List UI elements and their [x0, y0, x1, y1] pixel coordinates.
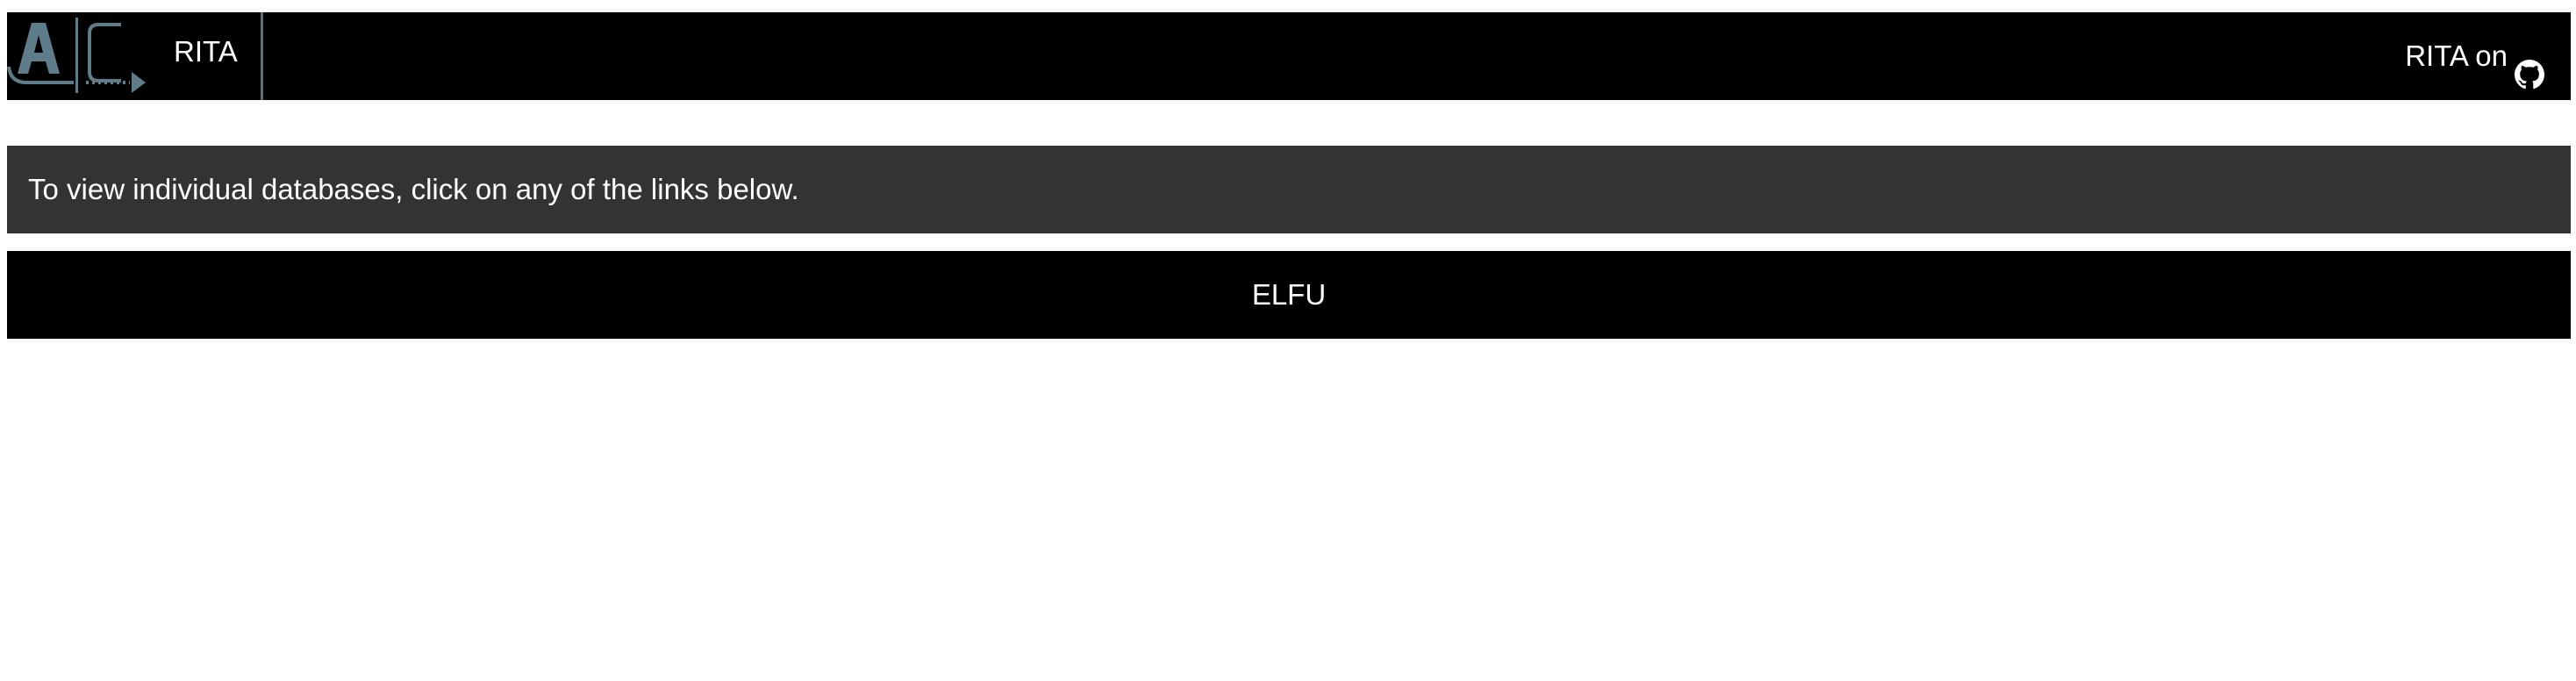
github-link-label: RITA on [2405, 39, 2508, 72]
github-link[interactable]: RITA on [2405, 12, 2544, 100]
brand-title[interactable]: RITA [165, 12, 263, 100]
database-link-elfu[interactable]: ELFU [7, 251, 2571, 339]
github-icon [2515, 38, 2544, 90]
top-navbar: RITA RITA on [7, 12, 2571, 100]
info-message: To view individual databases, click on a… [7, 146, 2571, 233]
ac-logo-icon[interactable] [7, 16, 147, 100]
